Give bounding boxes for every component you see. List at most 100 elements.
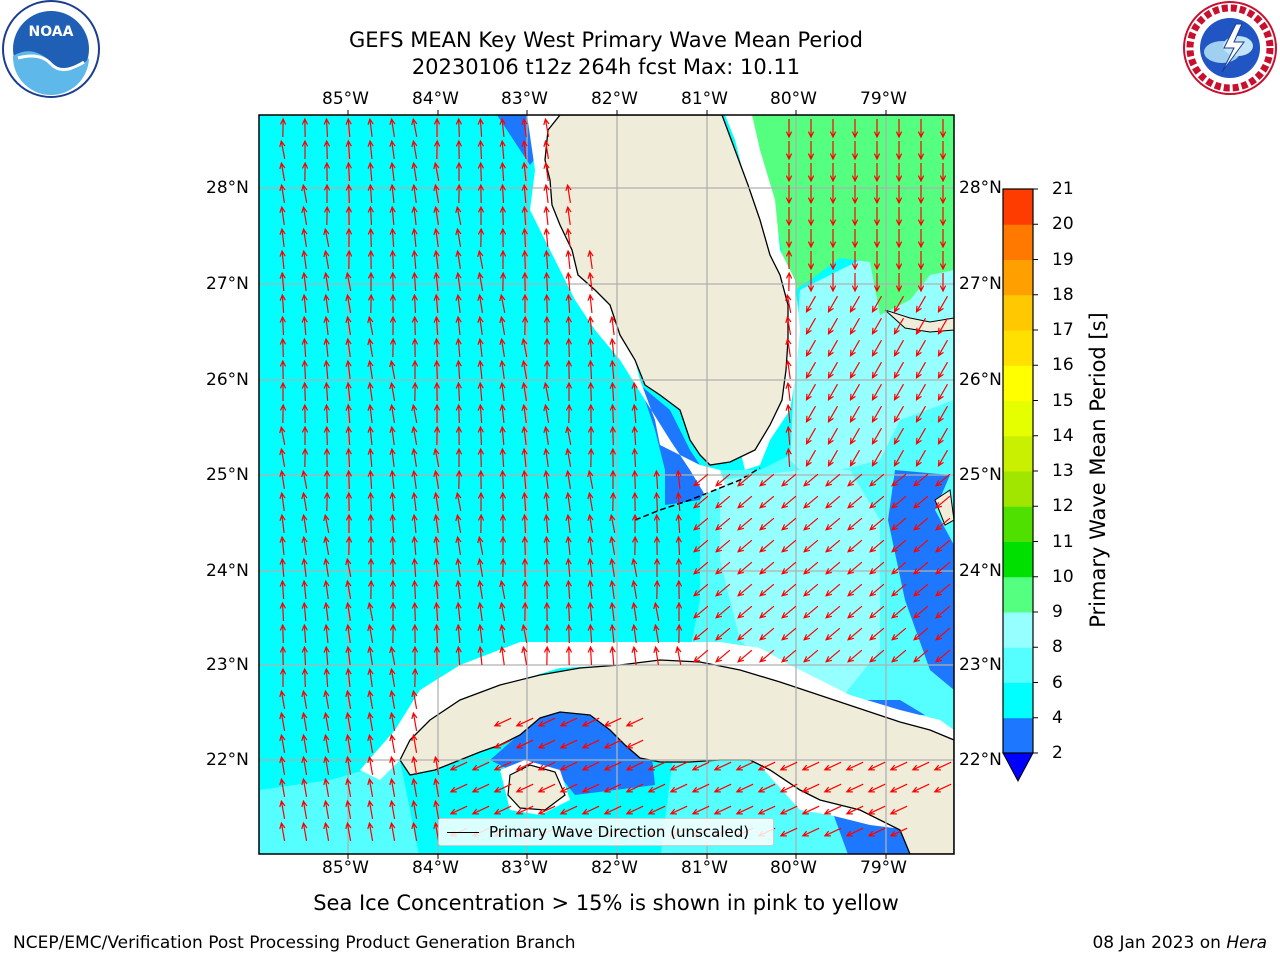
wave-arrow [279,601,286,622]
wave-arrow [807,251,815,271]
axis-ticks [347,110,887,859]
wave-arrow [543,579,551,600]
wave-arrow [301,161,309,182]
wave-arrow [891,627,907,641]
wave-arrow [895,207,903,227]
wave-arrow [389,271,397,292]
wave-arrow [301,711,308,731]
wave-arrow [581,739,600,749]
wave-arrow [867,761,886,771]
wave-arrow [301,183,308,203]
wave-arrow [301,535,308,555]
wave-arrow [759,605,775,619]
wave-arrow [913,517,929,531]
wave-arrow [521,403,528,423]
wave-arrow [825,495,841,509]
wave-arrow [543,249,550,270]
colorbar-segment [1003,647,1033,683]
wave-arrow [829,185,837,205]
wave-arrow [433,425,441,446]
wave-arrow [323,535,330,555]
wave-arrow [543,535,550,556]
wave-arrow [825,539,841,553]
wave-arrow [455,491,462,511]
wave-arrow [781,517,797,531]
wave-arrow [301,557,308,578]
wave-arrow [785,337,792,357]
wave-arrow [389,601,397,621]
wave-arrow [543,601,551,622]
wave-arrow [323,425,331,446]
wave-arrow [521,315,529,336]
wave-arrow [869,583,885,597]
wave-arrow [935,473,951,487]
wave-arrow [433,359,441,380]
nws-logo [1183,1,1277,95]
coastal-mask-cuba [360,642,954,780]
land-andros [934,489,954,526]
wave-arrow [603,761,622,771]
wave-arrow [785,403,792,424]
wave-arrow [559,717,578,727]
wave-arrow [389,205,396,226]
wave-arrow [647,783,666,793]
wave-arrow [757,783,776,793]
wave-arrow [801,827,820,837]
wave-arrow [937,383,949,401]
wave-arrow [433,205,440,225]
wave-arrow [477,557,484,577]
wave-arrow [893,317,905,335]
wave-arrow [647,761,666,771]
wave-arrow [805,449,817,467]
wave-arrow [433,337,440,358]
wave-arrow [609,447,617,468]
wave-arrow [521,293,529,313]
wave-arrow [559,739,578,749]
wave-arrow [891,605,907,619]
wave-arrow [871,361,883,379]
wave-arrow [603,783,622,793]
wave-arrow [477,381,484,402]
wave-arrow [521,139,528,160]
wave-arrow [757,805,776,815]
wave-arrow [825,473,841,487]
wave-arrow [521,447,528,468]
wave-arrow [939,251,947,271]
wave-arrow [433,227,440,247]
ocean-period-9-10 [745,115,954,315]
wave-arrow [565,535,572,556]
wave-arrow [323,755,330,775]
wave-arrow [477,623,484,644]
wave-arrow [521,469,528,490]
wave-arrow [499,161,506,182]
wave-arrow [499,139,506,160]
wave-arrow [587,425,595,445]
wave-arrow [515,761,534,771]
wave-arrow [515,739,534,749]
wave-arrow [871,339,883,357]
wave-arrow [279,139,286,159]
wave-arrow [565,425,572,445]
wave-arrow [851,273,859,293]
wave-arrow [847,605,863,619]
wave-arrow [559,761,578,771]
wave-arrow [587,271,594,292]
wave-arrow [849,317,861,335]
wave-arrow [827,405,839,423]
wave-arrow [389,249,396,270]
wave-arrow [543,117,550,137]
wave-arrow [515,805,534,815]
lat-label-right: 25°N [959,465,1002,485]
lon-label-top: 80°W [770,89,817,109]
wave-arrow [893,295,905,313]
colorbar-tick-label: 6 [1052,672,1063,693]
wave-arrow [367,601,374,621]
ocean-period-2-4-bahamas [888,470,954,690]
wave-arrow [803,517,819,531]
wave-arrow [323,403,330,424]
wave-arrow [713,805,732,815]
graticule [259,115,954,854]
wave-arrow [411,601,419,622]
land-florida-keys [634,467,761,521]
wave-arrow [889,783,908,793]
